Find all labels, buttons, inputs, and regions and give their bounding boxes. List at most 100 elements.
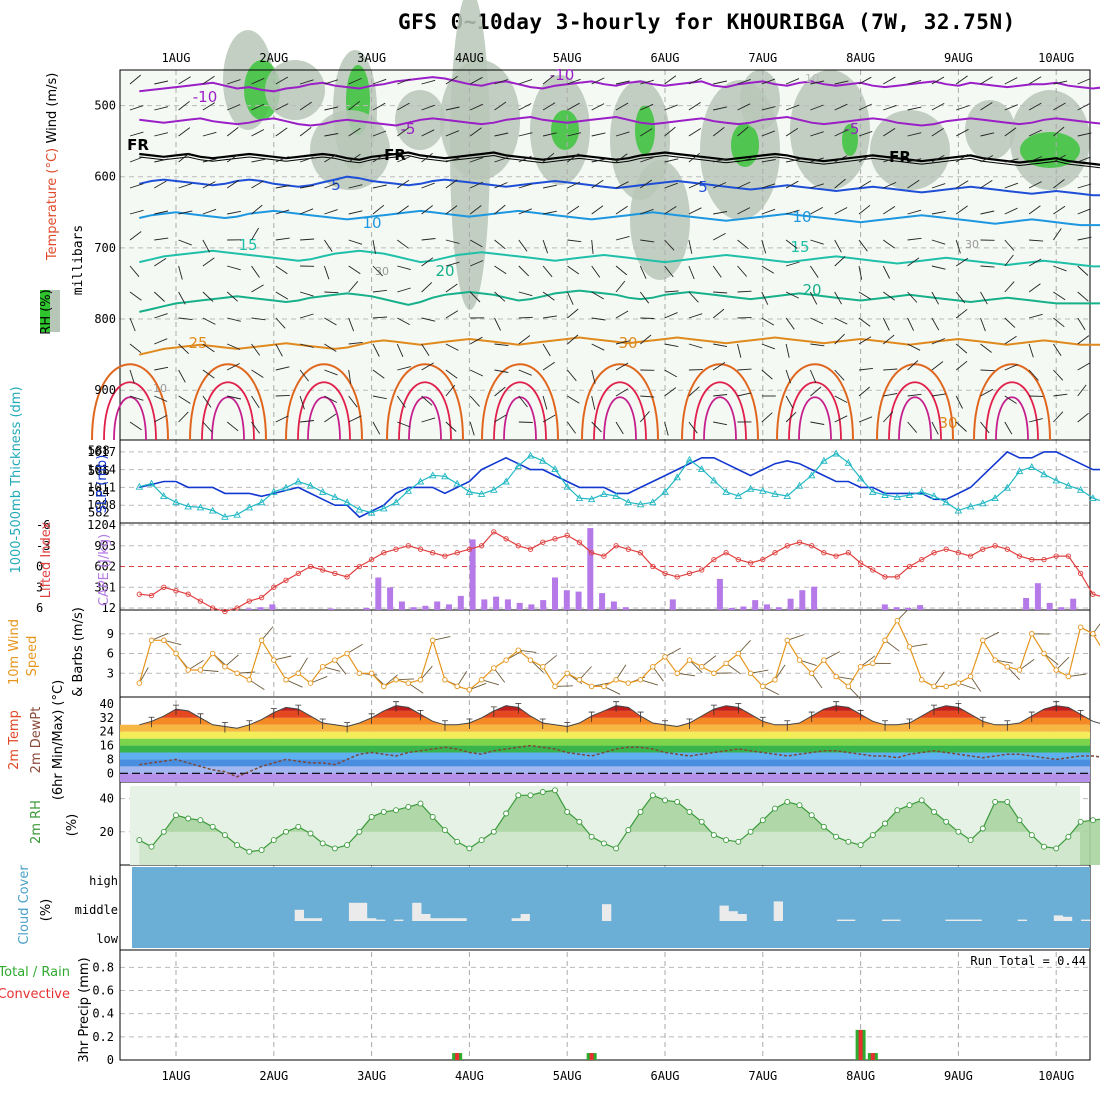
slp-line <box>139 450 1100 519</box>
upper-wind-barb-12-14 <box>469 395 480 407</box>
upper-wind-barb-11-6 <box>275 366 290 371</box>
lifted-index-marker-35 <box>564 532 570 539</box>
wind-speed-marker-39 <box>613 677 619 683</box>
label-wind10-c: & Barbs (m/s) <box>71 607 86 697</box>
slp-tick-1017: 1017 <box>87 445 116 459</box>
date-label-bottom-10AUG: 10AUG <box>1038 1069 1074 1083</box>
lifted-index-marker-42 <box>650 563 656 570</box>
thickness-marker-71 <box>1003 483 1012 491</box>
surface-wind-barb-27 <box>469 682 487 691</box>
isotherm-lowlevel-2-0 <box>285 363 363 441</box>
upper-wind-barb-3-3 <box>202 158 217 163</box>
thickness-marker-22 <box>404 486 413 494</box>
upper-wind-barb-3-32 <box>907 158 922 163</box>
upper-wind-barb-4-16 <box>518 183 533 189</box>
upper-wind-barb-3-36 <box>1004 158 1019 163</box>
upper-wind-barb-0-19 <box>591 77 605 85</box>
label-temperature: Temperature (°C) <box>45 148 60 261</box>
upper-wind-barb-12-1 <box>154 395 168 402</box>
upper-wind-barb-7-34 <box>955 257 969 267</box>
upper-wind-barb-3-27 <box>786 158 800 163</box>
lifted-index-marker-69 <box>980 546 986 552</box>
temp-minmax-69 <box>979 716 986 728</box>
isotherm-label-13: 20 <box>435 262 454 280</box>
upper-wind-barb-2-12 <box>421 129 435 137</box>
upper-wind-barb-7-0 <box>129 265 140 277</box>
upper-wind-barb-7-23 <box>688 265 695 280</box>
label-thickness: 1000-500mb Thickness (dm) <box>9 386 24 573</box>
rh2m-marker-11 <box>270 837 277 844</box>
upper-wind-barb-6-36 <box>1004 239 1015 251</box>
wind-speed-marker-40 <box>625 680 632 686</box>
upper-wind-barb-4-18 <box>567 181 581 189</box>
upper-wind-barb-3-11 <box>397 156 411 163</box>
isotherm-label-19: 10 <box>805 72 819 85</box>
upper-wind-barb-1-0 <box>129 105 144 111</box>
isotherm-lowlevel-9-1 <box>985 381 1039 441</box>
upper-wind-barb-13-33 <box>931 421 939 435</box>
upper-wind-barb-11-37 <box>1028 369 1039 381</box>
thickness-marker-34 <box>551 465 559 472</box>
rh2m-marker-62 <box>894 807 901 814</box>
upper-wind-barb-6-28 <box>810 239 824 245</box>
rh2m-marker-72 <box>1016 817 1023 824</box>
cape-bar-32 <box>504 599 511 610</box>
cape-bar-64 <box>881 604 888 610</box>
lifted-index-marker-40 <box>625 546 631 552</box>
upper-wind-barb-6-27 <box>785 239 798 249</box>
upper-wind-barb-13-8 <box>324 413 337 423</box>
thickness-marker-17 <box>343 498 351 506</box>
upper-wind-barb-13-0 <box>129 421 142 431</box>
isotherm-lowlevel-3-0 <box>386 363 464 441</box>
rh2m-marker-69 <box>979 825 986 832</box>
upper-wind-barb-5-9 <box>348 210 363 215</box>
upper-wind-barb-5-15 <box>494 204 506 215</box>
isotherm-lowlevel-3-1 <box>398 381 452 441</box>
wind-tick-6: 6 <box>107 647 114 661</box>
lifted-index-marker-27 <box>466 546 473 552</box>
upper-wind-barb-2-7 <box>299 127 312 137</box>
rh2m-lower-band <box>130 831 1080 865</box>
upper-wind-barb-13-39 <box>1077 412 1089 423</box>
lifted-index-marker-10 <box>258 594 265 601</box>
upper-wind-barb-8-38 <box>1053 291 1066 301</box>
thickness-line <box>139 452 1100 518</box>
isotherm-label-1: -10 <box>550 66 575 84</box>
cape-bar-37 <box>563 590 570 610</box>
upper-wind-barb-11-9 <box>348 369 352 384</box>
wind-speed-marker-7 <box>222 663 228 670</box>
data-series <box>120 449 1100 1060</box>
thickness-marker-27 <box>465 487 474 495</box>
upper-wind-barb-13-12 <box>421 417 436 423</box>
upper-wind-barb-13-6 <box>275 415 289 423</box>
surface-wind-barb-61 <box>884 639 900 652</box>
cape-bar-67 <box>917 605 924 610</box>
temp-minmax-63 <box>906 718 913 730</box>
date-label-top-9AUG: 9AUG <box>944 51 973 65</box>
upper-wind-barb-4-20 <box>615 181 629 189</box>
isotherm-lowlevel-5-0 <box>581 363 659 441</box>
wind-speed-marker-1 <box>148 637 155 644</box>
upper-wind-barb-0-34 <box>955 75 968 85</box>
upper-wind-barb-0-2 <box>178 76 191 85</box>
upper-wind-barb-0-22 <box>664 75 677 85</box>
rh-blob-22 <box>310 110 390 190</box>
upper-wind-barb-10-34 <box>955 343 968 354</box>
upper-wind-barb-9-39 <box>1077 317 1086 331</box>
upper-wind-barb-6-34 <box>955 239 961 254</box>
upper-wind-barb-5-5 <box>251 204 263 215</box>
wind-speed-marker-11 <box>271 657 277 663</box>
temp-minmax-51 <box>759 716 766 728</box>
upper-wind-barb-9-0 <box>129 317 136 332</box>
thickness-marker-42 <box>649 498 657 506</box>
cape-bar-77 <box>1034 583 1041 610</box>
temp-minmax-19 <box>368 713 375 724</box>
upper-wind-barb-9-16 <box>518 316 533 319</box>
upper-wind-barb-5-17 <box>543 210 557 215</box>
upper-wind-barb-8-29 <box>834 291 842 305</box>
thickness-marker-16 <box>331 493 339 501</box>
upper-wind-barb-2-0 <box>129 131 144 137</box>
upper-wind-barb-1-14 <box>470 103 484 111</box>
thickness-marker-49 <box>734 492 743 499</box>
